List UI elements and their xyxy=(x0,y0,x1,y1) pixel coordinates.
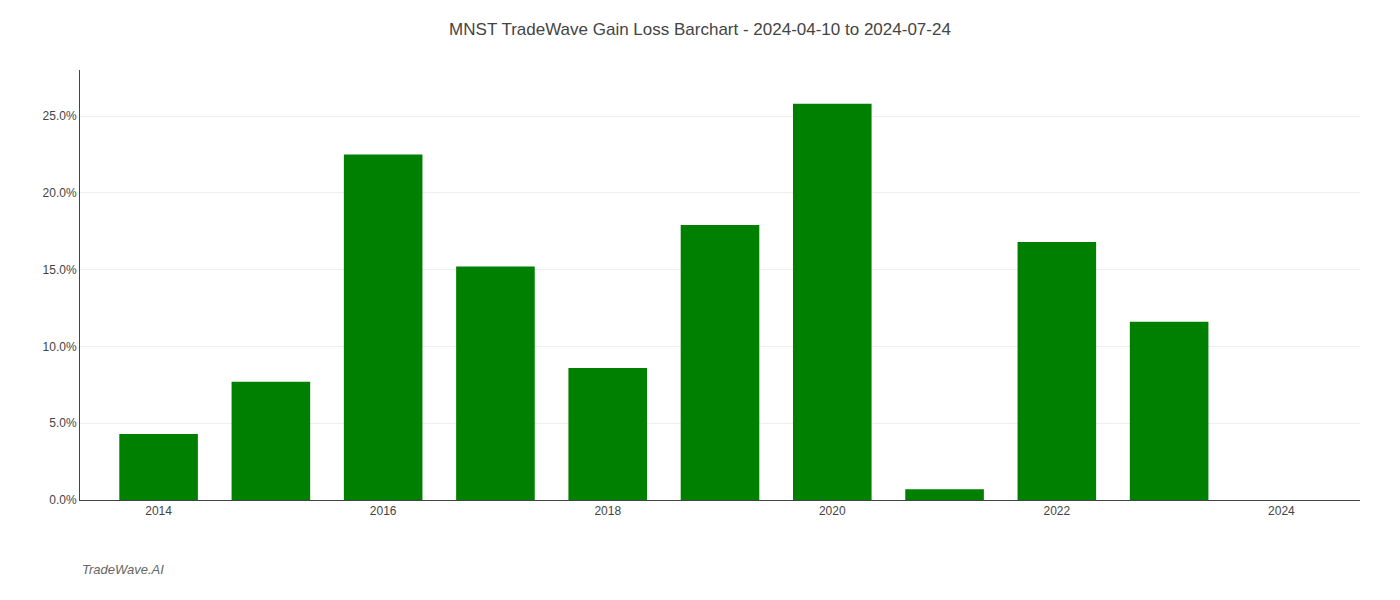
svg-text:TradeWave.AI: TradeWave.AI xyxy=(82,562,164,577)
svg-text:MNST TradeWave Gain Loss Barch: MNST TradeWave Gain Loss Barchart - 2024… xyxy=(449,20,951,39)
svg-text:10.0%: 10.0% xyxy=(43,340,77,354)
svg-text:2024: 2024 xyxy=(1268,504,1295,518)
svg-text:2018: 2018 xyxy=(594,504,621,518)
svg-text:2016: 2016 xyxy=(370,504,397,518)
svg-text:2014: 2014 xyxy=(145,504,172,518)
svg-text:25.0%: 25.0% xyxy=(43,109,77,123)
svg-text:2020: 2020 xyxy=(819,504,846,518)
svg-text:15.0%: 15.0% xyxy=(43,263,77,277)
svg-text:0.0%: 0.0% xyxy=(49,493,77,507)
svg-text:2022: 2022 xyxy=(1043,504,1070,518)
svg-text:5.0%: 5.0% xyxy=(49,416,77,430)
svg-text:20.0%: 20.0% xyxy=(43,186,77,200)
